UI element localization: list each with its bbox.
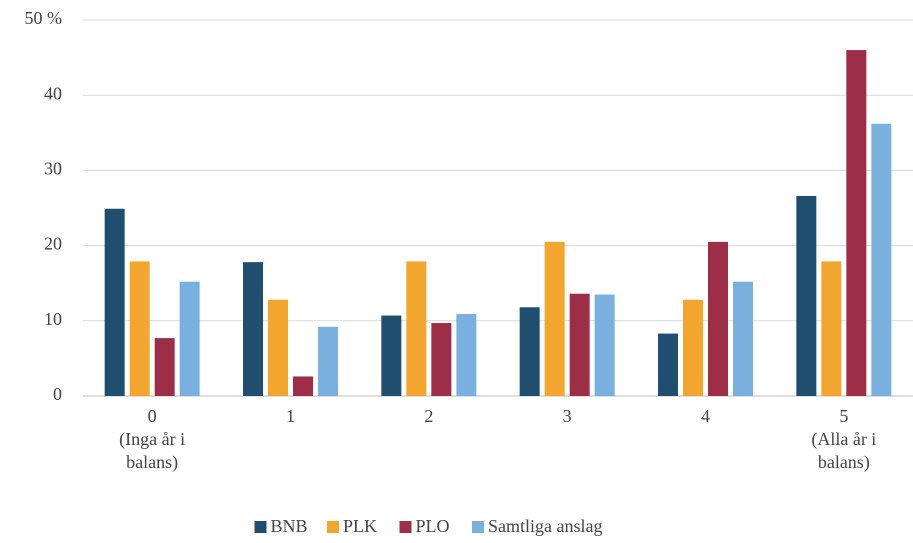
bar [129, 261, 150, 396]
bar [683, 299, 703, 396]
x-tick-label: 1 [286, 406, 295, 426]
bar [456, 314, 477, 396]
bar [243, 262, 263, 396]
legend-label: PLO [416, 516, 450, 536]
legend-swatch [327, 521, 339, 533]
bar [658, 333, 678, 396]
bar [871, 123, 892, 396]
y-tick-label: 40 [44, 83, 62, 103]
bar [708, 241, 728, 396]
legend-label: Samtliga anslag [488, 516, 602, 536]
bar [406, 261, 427, 396]
legend-swatch [399, 521, 412, 533]
y-tick-label: 30 [44, 159, 62, 179]
legend-label: BNB [271, 516, 308, 536]
x-tick-label: 3 [563, 406, 572, 426]
y-tick-label: 10 [44, 309, 62, 329]
bar [594, 294, 615, 396]
x-tick-label: balans) [126, 452, 178, 473]
x-tick-label: 4 [701, 406, 710, 426]
bar [544, 241, 565, 396]
bar [104, 208, 125, 396]
x-tick-label: 5 [839, 406, 848, 426]
bar [154, 338, 175, 396]
bar [796, 195, 817, 396]
y-tick-label: 20 [44, 234, 62, 254]
bar [846, 50, 867, 397]
bar [179, 281, 200, 396]
x-tick-label: 0 [148, 406, 157, 426]
x-tick-label: balans) [818, 452, 870, 473]
x-tick-label: (Alla år i [811, 429, 876, 450]
y-tick-label: 50 % [25, 8, 63, 28]
x-tick-label: (Inga år i [119, 429, 185, 450]
bar [431, 323, 452, 396]
bar [293, 376, 313, 396]
bar [318, 326, 338, 396]
bar [381, 315, 402, 396]
x-tick-label: 2 [424, 406, 433, 426]
bar [519, 307, 540, 396]
legend-label: PLK [343, 516, 377, 536]
bar [733, 281, 753, 396]
y-tick-label: 0 [53, 384, 62, 404]
bar [268, 299, 288, 396]
legend-swatch [254, 521, 267, 533]
bar [569, 293, 590, 396]
bar [821, 261, 842, 396]
legend-swatch [472, 521, 484, 533]
